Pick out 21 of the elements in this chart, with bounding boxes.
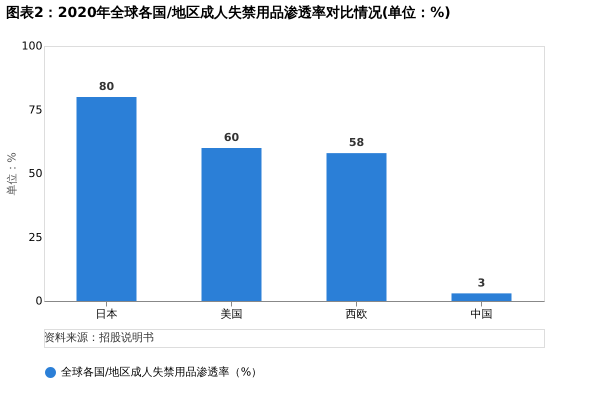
legend-label: 全球各国/地区成人失禁用品渗透率（%） xyxy=(61,366,262,378)
bar xyxy=(202,148,262,301)
x-tick-label: 西欧 xyxy=(346,308,368,320)
y-tick-label: 25 xyxy=(28,230,42,244)
x-tick-label: 美国 xyxy=(220,308,242,320)
y-tick-label: 75 xyxy=(28,103,42,116)
chart-title: 图表2：2020年全球各国/地区成人失禁用品渗透率对比情况(单位：%) xyxy=(6,4,451,21)
x-tick-label: 中国 xyxy=(470,308,492,320)
data-label: 3 xyxy=(478,276,486,290)
bar xyxy=(76,97,136,301)
data-label: 80 xyxy=(98,80,114,93)
y-tick-label: 100 xyxy=(22,40,42,52)
x-tick-label: 日本 xyxy=(96,308,118,320)
bar xyxy=(452,293,512,301)
y-tick-label: 0 xyxy=(36,294,42,308)
y-axis-title: 单位：% xyxy=(6,152,19,196)
bar xyxy=(326,153,386,301)
data-label: 58 xyxy=(348,136,364,150)
y-tick-label: 50 xyxy=(28,167,42,180)
data-label: 60 xyxy=(224,131,240,144)
text: 资料来源：招股说明书 xyxy=(44,331,154,344)
